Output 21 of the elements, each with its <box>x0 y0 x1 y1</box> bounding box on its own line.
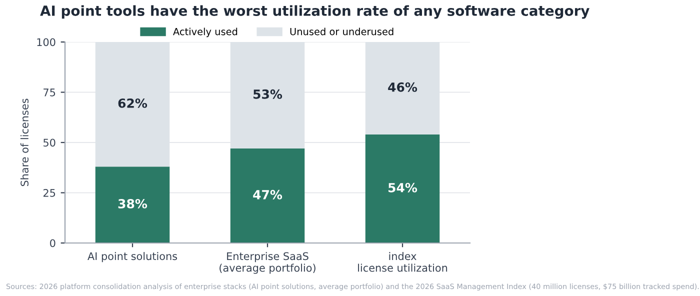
data-label: 62% <box>118 98 148 108</box>
y-axis-title: Share of licenses <box>20 98 29 186</box>
bar <box>230 148 305 243</box>
y-tick-label: 0 <box>50 239 56 248</box>
legend-label: Unused or underused <box>290 28 394 36</box>
chart-title: AI point tools have the worst utilization rate of any software category <box>40 5 590 19</box>
x-tick-label: AI point solutions <box>88 252 178 262</box>
data-label: 53% <box>254 89 282 99</box>
data-label: 38% <box>118 198 148 208</box>
y-tick-label: 50 <box>44 138 56 147</box>
data-label: 54% <box>388 182 418 192</box>
x-tick-label: Enterprise SaaS (average portfolio) <box>220 252 316 274</box>
bar <box>365 134 440 243</box>
x-tick-label: index license utilization <box>358 252 448 272</box>
y-tick-label: 25 <box>43 188 56 197</box>
y-tick-label: 75 <box>44 88 56 96</box>
bar <box>95 166 170 243</box>
data-label: 46% <box>388 82 418 92</box>
y-tick-label: 100 <box>37 38 56 46</box>
legend-label: Actively used <box>173 28 238 38</box>
data-label: 47% <box>253 190 282 200</box>
